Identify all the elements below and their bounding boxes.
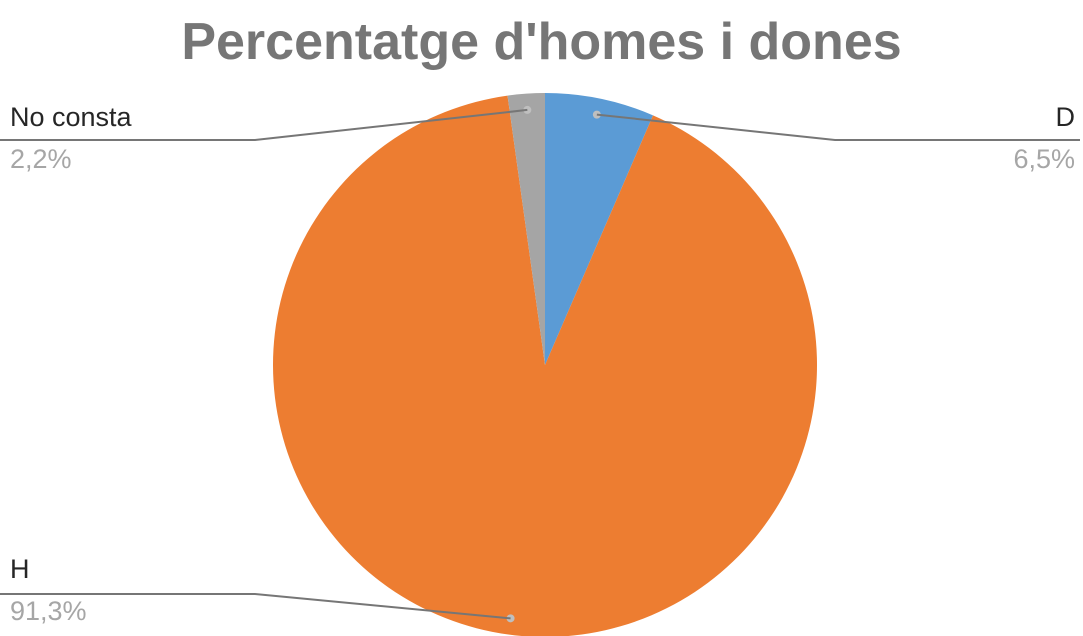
category-label-no-consta: No consta xyxy=(10,102,133,132)
pie-slice-h xyxy=(273,95,817,636)
category-label-h: H xyxy=(10,554,30,584)
category-label-d: D xyxy=(1056,102,1076,132)
leader-anchor-h xyxy=(506,614,515,623)
leader-line-d xyxy=(596,113,1080,141)
leader-line-h xyxy=(0,593,511,620)
pie-slices xyxy=(273,93,817,636)
leader-line-no-consta xyxy=(0,108,528,141)
value-label-d: 6,5% xyxy=(1013,144,1075,174)
data-labels: D 6,5% H 91,3% No consta 2,2% xyxy=(10,102,1075,626)
pie-slice-no-consta xyxy=(507,93,545,365)
leader-lines xyxy=(0,105,1080,623)
chart-title: Percentatge d'homes i dones xyxy=(181,13,902,71)
pie-slice-d xyxy=(545,93,654,365)
value-label-h: 91,3% xyxy=(10,596,87,626)
value-label-no-consta: 2,2% xyxy=(10,144,72,174)
